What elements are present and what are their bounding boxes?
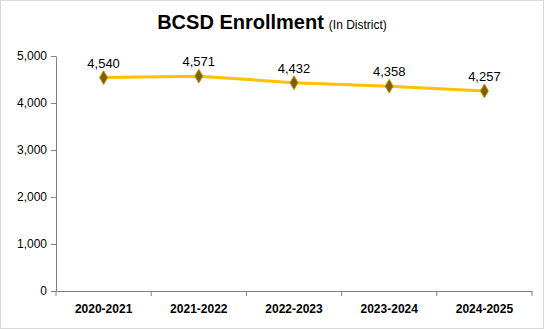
- x-boundary-tick: [151, 291, 152, 296]
- y-tick: 4,000: [17, 96, 56, 110]
- x-tick-label: 2023-2024: [361, 302, 419, 316]
- data-label: 4,432: [278, 61, 311, 76]
- y-tick-label: 0: [40, 284, 47, 298]
- data-line: [104, 76, 485, 91]
- x-boundary-tick: [56, 291, 57, 296]
- y-tick-mark: [51, 103, 56, 104]
- data-label: 4,358: [373, 64, 406, 79]
- data-point: [290, 76, 298, 90]
- chart-frame: [1, 1, 544, 329]
- x-boundary-tick: [532, 291, 533, 296]
- subtitle: (In District): [329, 18, 387, 32]
- x-tick: 2021-2022: [170, 291, 228, 316]
- x-boundary-tick: [436, 291, 437, 296]
- y-tick-label: 5,000: [17, 49, 47, 63]
- x-tick: 2022-2023: [265, 291, 323, 316]
- y-tick-mark: [51, 244, 56, 245]
- y-tick: 2,000: [17, 190, 56, 204]
- y-tick: 5,000: [17, 49, 56, 63]
- y-tick-label: 1,000: [17, 237, 47, 251]
- data-point: [385, 79, 393, 93]
- x-tick-label: 2021-2022: [170, 302, 228, 316]
- y-tick-label: 2,000: [17, 190, 47, 204]
- y-tick: 0: [40, 284, 56, 298]
- y-axis: 0 1,000 2,000 3,000 4,000 5,000: [17, 49, 57, 298]
- data-label: 4,571: [183, 54, 216, 69]
- y-tick-mark: [51, 56, 56, 57]
- y-axis-line: [56, 57, 57, 292]
- data-point: [480, 84, 488, 98]
- x-tick-label: 2022-2023: [265, 302, 323, 316]
- data-labels: 4,540 4,571 4,432 4,358 4,257: [87, 54, 500, 84]
- data-point: [195, 69, 203, 83]
- data-point: [100, 71, 108, 85]
- x-boundary-tick: [246, 291, 247, 296]
- x-tick: 2020-2021: [75, 291, 133, 316]
- y-tick-label: 4,000: [17, 96, 47, 110]
- x-tick-label: 2020-2021: [75, 302, 133, 316]
- y-tick: 3,000: [17, 143, 56, 157]
- x-boundary-tick: [341, 291, 342, 296]
- y-tick-mark: [51, 150, 56, 151]
- x-axis: 2020-2021 2021-2022 2022-2023 2023-2024 2024…: [56, 291, 533, 316]
- data-label: 4,540: [87, 56, 120, 71]
- y-tick: 1,000: [17, 237, 56, 251]
- x-tick: 2023-2024: [361, 291, 419, 316]
- x-tick-label: 2024-2025: [456, 302, 514, 316]
- y-tick-label: 3,000: [17, 143, 47, 157]
- title: BCSD Enrollment (In District): [157, 11, 387, 33]
- y-tick-mark: [51, 291, 56, 292]
- data-label: 4,257: [468, 69, 501, 84]
- x-tick: 2024-2025: [456, 291, 514, 316]
- x-axis-line: [57, 291, 533, 292]
- y-tick-mark: [51, 197, 56, 198]
- title-main: BCSD Enrollment: [157, 11, 324, 33]
